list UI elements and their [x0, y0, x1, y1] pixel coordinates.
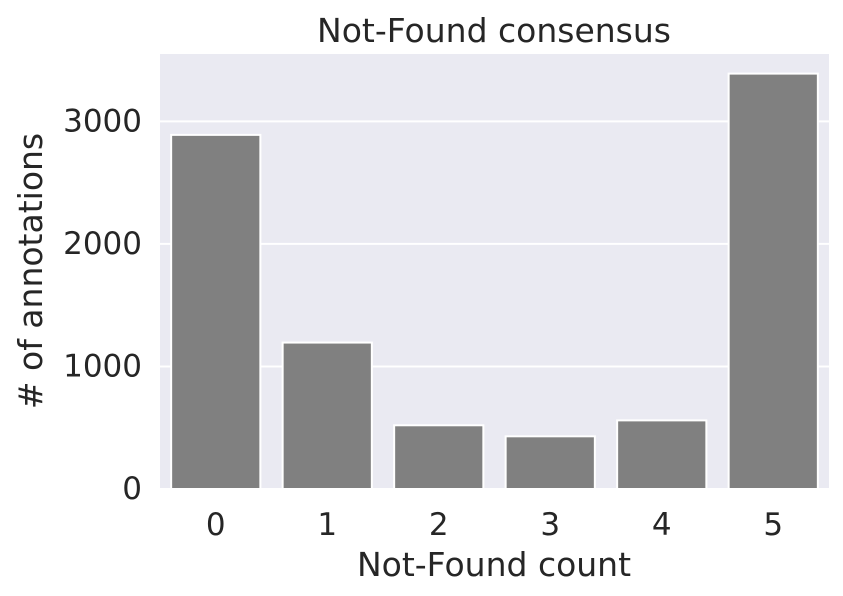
chart-title: Not-Found consensus — [317, 11, 671, 50]
x-tick-label-2: 2 — [429, 507, 449, 543]
bar-1 — [281, 341, 373, 491]
bar-5 — [727, 72, 819, 491]
bar-3 — [504, 435, 596, 490]
bar-0 — [170, 133, 262, 491]
x-tick-label-4: 4 — [652, 507, 672, 543]
x-tick-label-0: 0 — [206, 507, 226, 543]
bar-2 — [393, 424, 485, 490]
x-tick-label-3: 3 — [540, 507, 560, 543]
bar-4 — [616, 419, 708, 490]
y-axis-ticks: 0 1000 2000 3000 — [63, 103, 142, 507]
plot-area — [160, 54, 829, 489]
bars — [170, 72, 819, 491]
x-tick-label-5: 5 — [763, 507, 783, 543]
y-tick-label-2000: 2000 — [63, 226, 142, 262]
x-axis-title: Not-Found count — [357, 545, 631, 584]
x-tick-label-1: 1 — [317, 507, 337, 543]
y-axis-title: # of annotations — [11, 133, 50, 409]
y-tick-label-0: 0 — [122, 471, 142, 507]
y-tick-label-1000: 1000 — [63, 348, 142, 384]
y-tick-label-3000: 3000 — [63, 103, 142, 139]
gridlines — [160, 120, 829, 490]
x-axis-ticks: 0 1 2 3 4 5 — [206, 507, 783, 543]
